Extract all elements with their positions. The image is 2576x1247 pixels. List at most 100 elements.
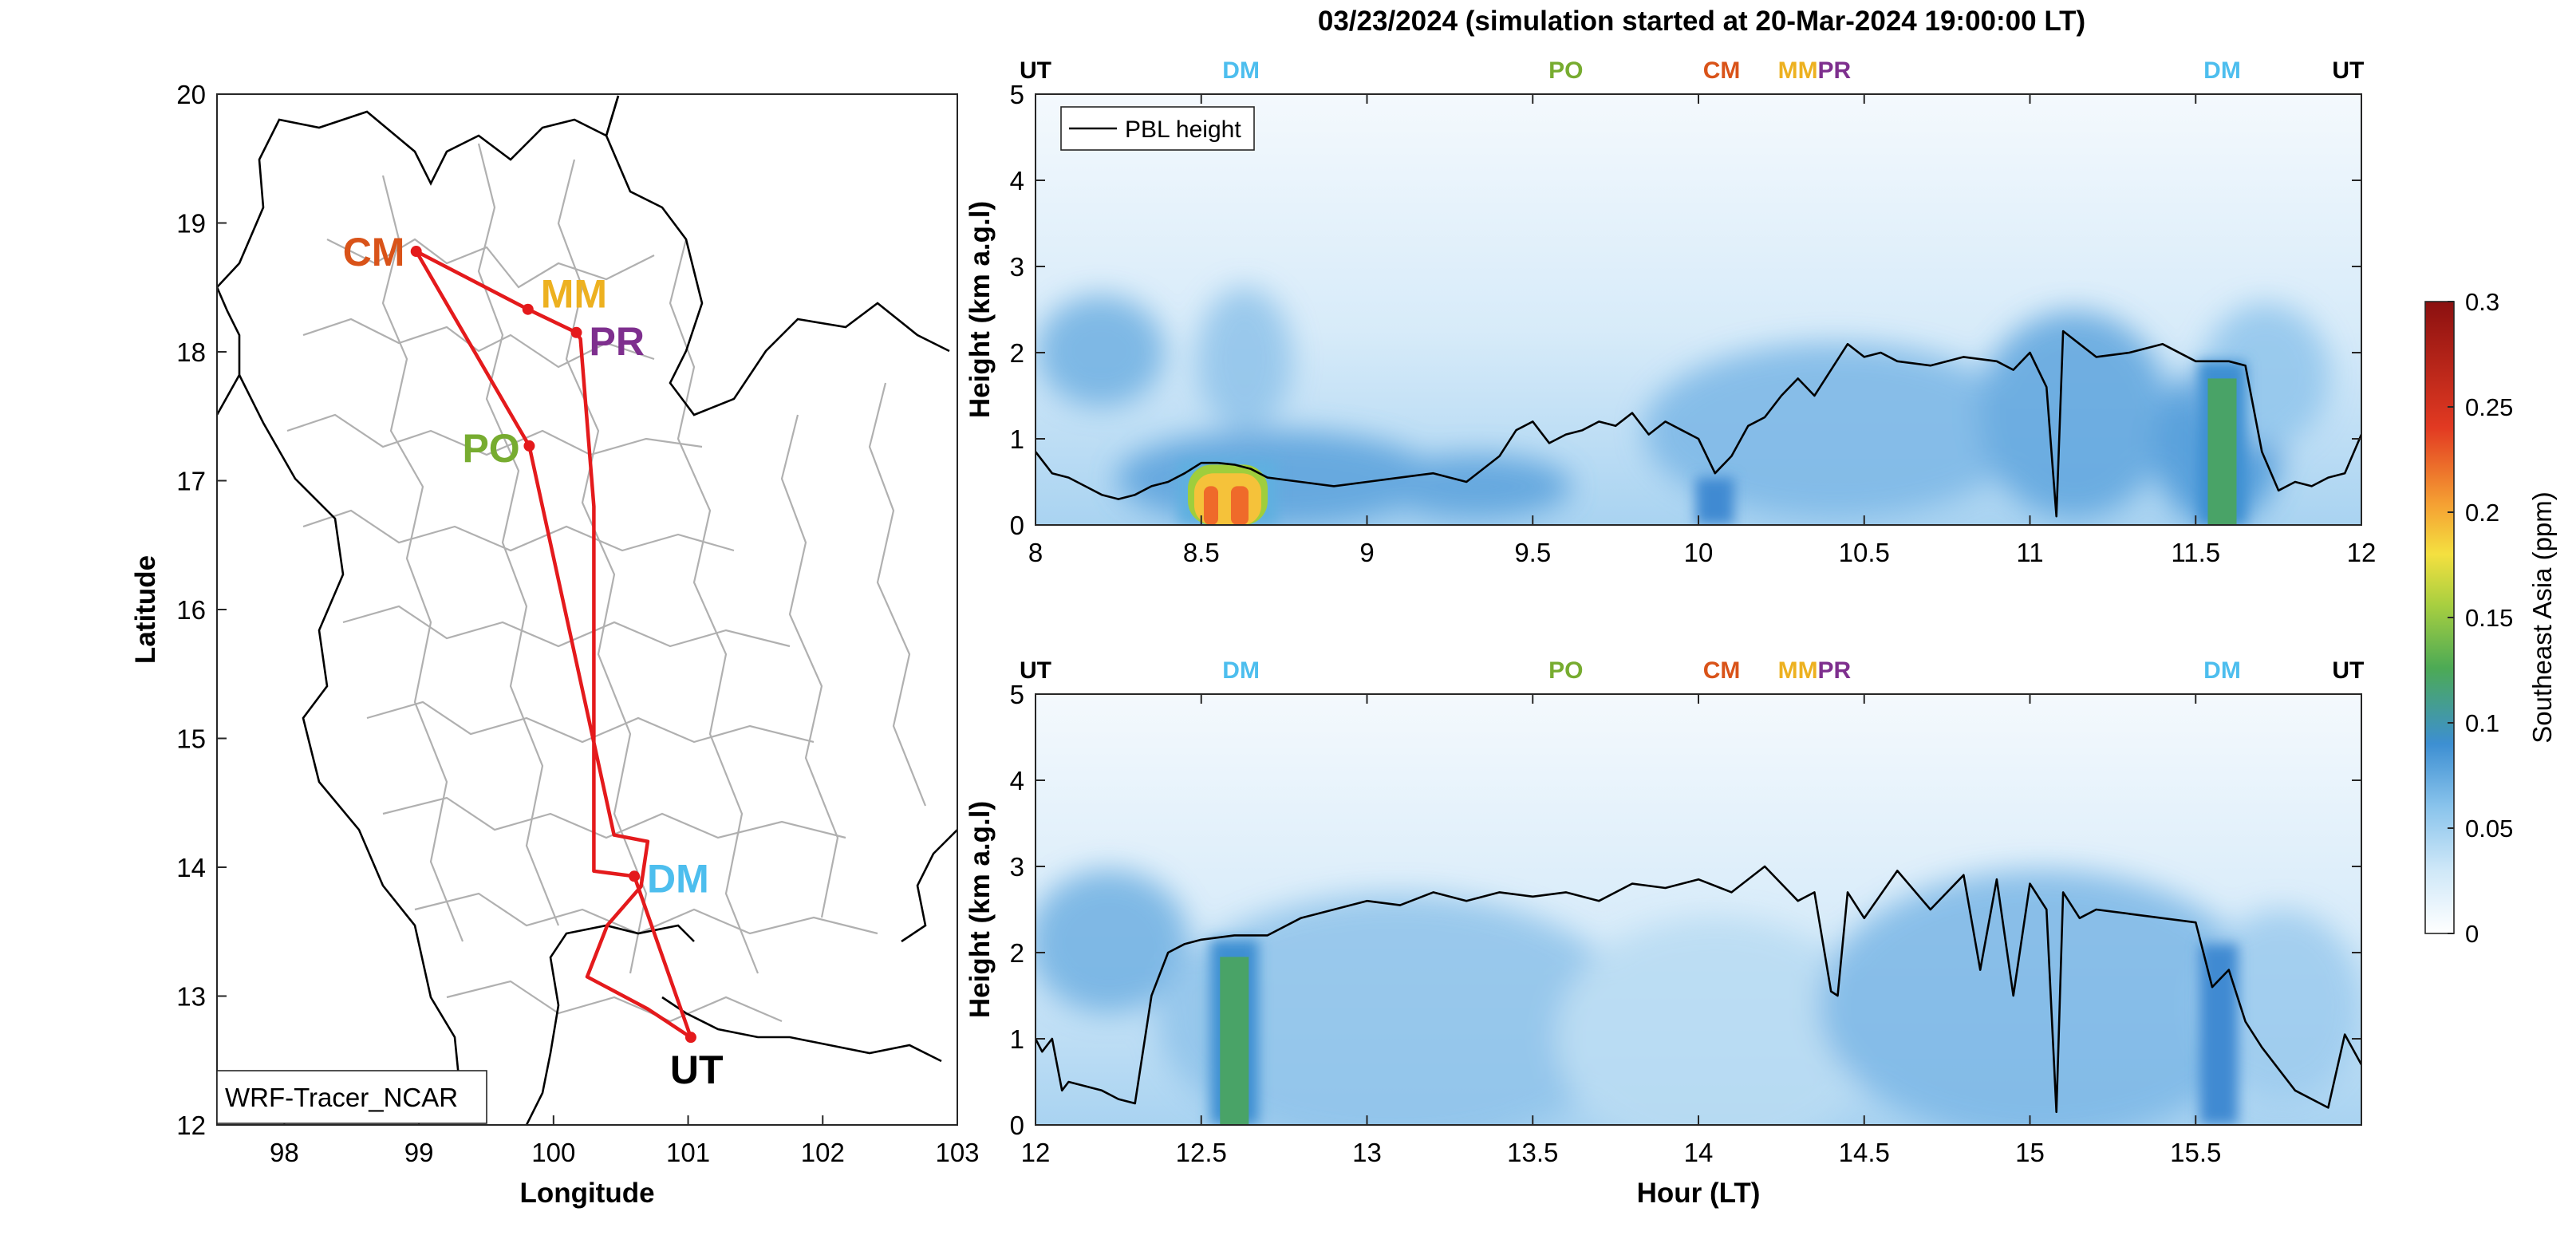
top-label-ut: UT [1020, 57, 1051, 84]
map-borders [217, 95, 957, 1125]
model-legend-text: WRF-Tracer_NCAR [225, 1083, 458, 1112]
map-ticks: 98 99 100 101 102 103 12 13 14 15 16 17 18 19 20 [176, 80, 979, 1167]
map-ytick-label: 19 [176, 209, 206, 239]
ytick-label: 4 [1010, 166, 1024, 195]
xtick-label: 12 [2347, 538, 2377, 567]
top-label-pr: PR [1818, 657, 1852, 684]
plume-core [1695, 477, 1734, 525]
province-borders [286, 143, 927, 1023]
map-xtick-label: 101 [666, 1138, 710, 1167]
ytick-label: 2 [1010, 338, 1024, 368]
top-site-labels: UT DM PO CM MM PR DM UT [1020, 57, 2364, 84]
map-xtick-label: 98 [270, 1138, 299, 1167]
top-label-cm: CM [1703, 657, 1741, 684]
colorbar-tick-label: 0.3 [2465, 288, 2499, 316]
xtick-label: 9.5 [1514, 538, 1551, 567]
plume-core [1230, 486, 1249, 525]
map-ytick-label: 20 [176, 80, 206, 109]
colorbar-tick-label: 0.1 [2465, 709, 2499, 737]
xtick-label: 10.5 [1839, 538, 1890, 567]
top-label-mm: MM [1778, 57, 1818, 84]
bottom-site-labels: UT DM PO CM MM PR DM UT [1020, 657, 2364, 684]
site-marker-cm [410, 246, 422, 258]
plume-core [2199, 944, 2239, 1125]
pbl-legend: PBL height [1060, 106, 1255, 151]
top-ylabel: Height (km a.g.l) [965, 201, 996, 418]
xtick-label: 12 [1021, 1138, 1051, 1167]
site-marker-ut [684, 1032, 696, 1044]
tracer-plumes-top [1178, 361, 2247, 525]
xtick-label: 15.5 [2170, 1138, 2221, 1167]
top-label-ut: UT [1020, 657, 1051, 684]
ytick-label: 3 [1010, 252, 1024, 282]
ytick-label: 3 [1010, 852, 1024, 882]
xtick-label: 15 [2015, 1138, 2045, 1167]
ytick-label: 0 [1010, 1111, 1024, 1140]
pbl-height-line [1036, 865, 2361, 1114]
site-marker-mm [522, 303, 534, 315]
top-label-dm: DM [1222, 657, 1260, 684]
ytick-label: 2 [1010, 938, 1024, 968]
map-ytick-label: 17 [176, 467, 206, 496]
top-label-po: PO [1548, 57, 1583, 84]
site-label-po: PO [462, 426, 519, 471]
colorbar-label: Southeast Asia (ppm) [2527, 491, 2557, 744]
map-ytick-label: 14 [176, 853, 206, 882]
site-label-pr: PR [590, 319, 645, 364]
xtick-label: 11.5 [2171, 538, 2220, 567]
site-marker-po [523, 440, 535, 452]
map-ytick-label: 12 [176, 1111, 206, 1140]
curtain-bottom-field [1036, 694, 2361, 1125]
map-xtick-label: 102 [801, 1138, 845, 1167]
top-label-pr: PR [1818, 57, 1852, 84]
pbl-legend-label: PBL height [1125, 116, 1241, 143]
plume-core [1203, 486, 1218, 525]
ytick-label: 1 [1010, 1024, 1024, 1054]
top-label-po: PO [1548, 657, 1583, 684]
top-label-dm: DM [2203, 657, 2241, 684]
xtick-label: 14.5 [1839, 1138, 1890, 1167]
xtick-label: 10 [1684, 538, 1714, 567]
xtick-label: 9 [1359, 538, 1374, 567]
top-label-cm: CM [1703, 57, 1741, 84]
ytick-label: 1 [1010, 424, 1024, 454]
map-ytick-label: 13 [176, 982, 206, 1012]
xtick-label: 14 [1684, 1138, 1714, 1167]
site-label-ut: UT [670, 1048, 724, 1092]
xtick-label: 8.5 [1183, 538, 1220, 567]
site-label-cm: CM [343, 230, 405, 274]
top-label-dm: DM [2203, 57, 2241, 84]
flight-track [414, 249, 693, 1040]
pbl-line-top [1036, 330, 2361, 518]
colorbar: 0 0.05 0.1 0.15 0.2 0.25 0.3 Southeast Asia (p… [2424, 288, 2557, 948]
top-label-mm: MM [1778, 657, 1818, 684]
colorbar-tick-label: 0.2 [2465, 499, 2499, 527]
map-xtick-label: 100 [531, 1138, 575, 1167]
colorbar-tick-label: 0.15 [2465, 604, 2513, 632]
flight-track-line [414, 249, 693, 1040]
curtain-top-field [1036, 94, 2361, 525]
colorbar-tick-label: 0.05 [2465, 815, 2513, 843]
ytick-label: 5 [1010, 680, 1024, 709]
xtick-label: 8 [1028, 538, 1043, 567]
site-marker-dm [629, 870, 641, 882]
site-label-dm: DM [647, 856, 709, 901]
bottom-xlabel: Hour (LT) [1637, 1178, 1761, 1209]
colorbar-tick-label: 0 [2465, 920, 2479, 948]
xtick-label: 11 [2016, 538, 2043, 567]
map-ylabel: Latitude [130, 555, 161, 664]
top-label-dm: DM [1222, 57, 1260, 84]
ytick-label: 0 [1010, 511, 1024, 540]
map-xtick-label: 103 [935, 1138, 979, 1167]
national-border [217, 95, 957, 1125]
map-ytick-label: 15 [176, 724, 206, 754]
figure-title: 03/23/2024 (simulation started at 20-Mar… [1318, 6, 2085, 37]
bottom-ylabel: Height (km a.g.l) [965, 801, 996, 1018]
map-xtick-label: 99 [404, 1138, 434, 1167]
colorbar-ticks: 0 0.05 0.1 0.15 0.2 0.25 0.3 [2448, 288, 2513, 948]
